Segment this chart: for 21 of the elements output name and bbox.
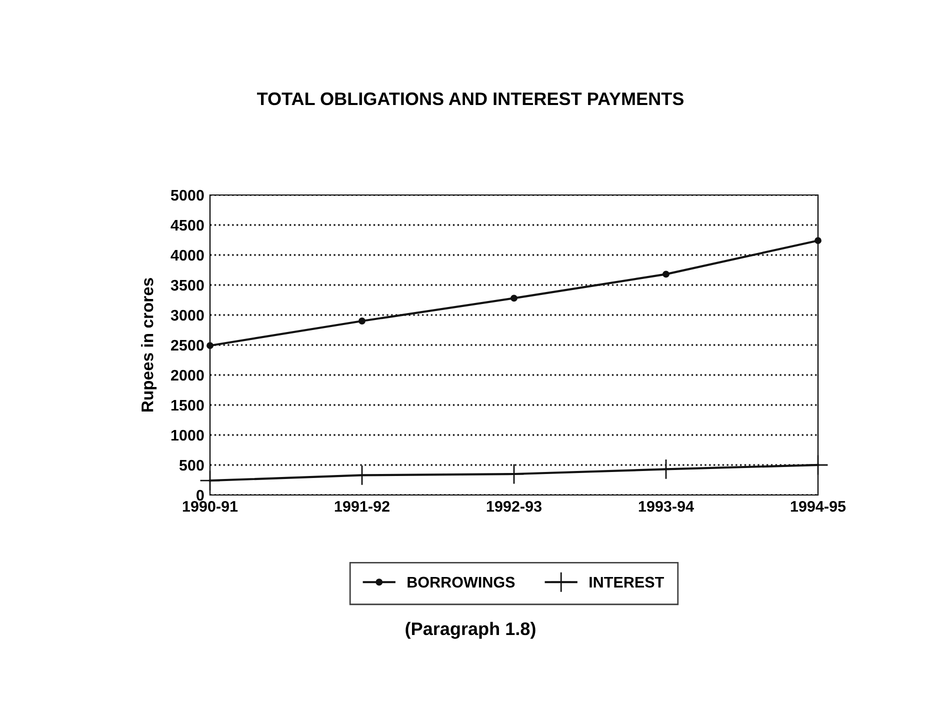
y-tick-label: 0: [196, 490, 204, 501]
text: (Paragraph 1.8): [406, 622, 536, 639]
x-tick-label: 1993-94: [638, 500, 694, 512]
y-tick-label: 3500: [170, 280, 204, 291]
y-tick-label: 2500: [170, 340, 204, 351]
x-tick-label: 1994-95: [790, 500, 846, 512]
y-tick-label: 3000: [170, 310, 204, 321]
x-tick-label: 1991-92: [334, 500, 390, 512]
y-tick-label: 4000: [170, 250, 204, 261]
y-tick-label: 4500: [170, 220, 204, 231]
y-tick-label: 500: [179, 460, 204, 471]
y-tick-label: 2000: [170, 370, 204, 381]
y-tick-label: 5000: [170, 190, 204, 201]
y-axis-title: Rupees in crores: [141, 278, 157, 412]
x-tick-label: 1992-93: [486, 500, 542, 512]
y-tick-label: 1000: [171, 430, 204, 441]
legend-label: INTEREST: [590, 576, 664, 588]
legend-label: BORROWINGS: [408, 576, 515, 588]
chart-title: TOTAL OBLIGATIONS AND INTEREST PAYMENTS: [257, 92, 684, 106]
y-tick-label: 1500: [171, 400, 204, 411]
x-tick-label: 1990-91: [182, 500, 238, 512]
